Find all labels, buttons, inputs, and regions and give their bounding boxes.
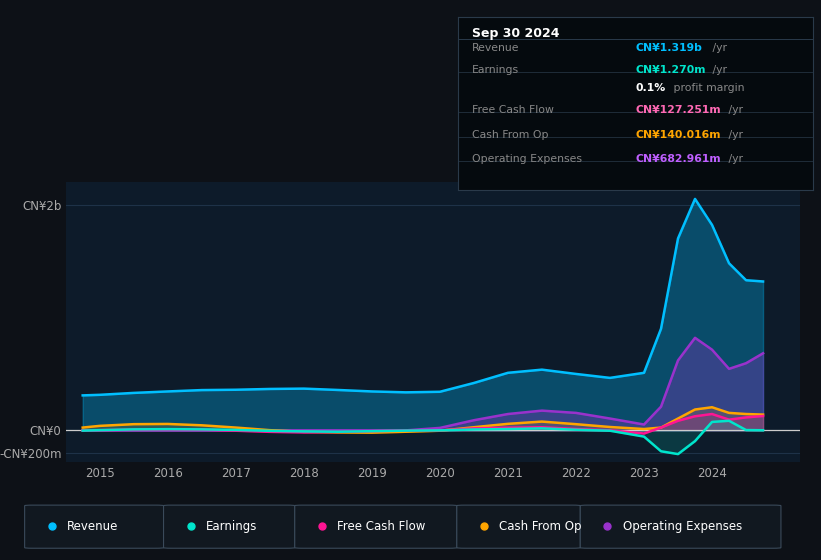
Text: /yr: /yr [725,105,743,115]
Text: CN¥682.961m: CN¥682.961m [635,154,721,164]
Text: /yr: /yr [725,154,743,164]
Text: CN¥1.319b: CN¥1.319b [635,43,702,53]
Text: Revenue: Revenue [67,520,118,533]
Text: CN¥127.251m: CN¥127.251m [635,105,721,115]
Text: Operating Expenses: Operating Expenses [623,520,742,533]
Text: Free Cash Flow: Free Cash Flow [337,520,425,533]
Text: Cash From Op: Cash From Op [472,130,548,139]
FancyBboxPatch shape [25,505,163,548]
Text: 0.1%: 0.1% [635,83,666,93]
Text: Sep 30 2024: Sep 30 2024 [472,27,560,40]
Text: Revenue: Revenue [472,43,520,53]
Text: Operating Expenses: Operating Expenses [472,154,582,164]
Text: CN¥1.270m: CN¥1.270m [635,66,706,76]
Text: Earnings: Earnings [206,520,257,533]
Text: Free Cash Flow: Free Cash Flow [472,105,554,115]
Text: Cash From Op: Cash From Op [499,520,582,533]
Text: profit margin: profit margin [670,83,745,93]
FancyBboxPatch shape [580,505,781,548]
FancyBboxPatch shape [295,505,456,548]
Text: /yr: /yr [725,130,743,139]
FancyBboxPatch shape [163,505,295,548]
Text: CN¥140.016m: CN¥140.016m [635,130,721,139]
FancyBboxPatch shape [456,505,580,548]
Text: /yr: /yr [709,43,727,53]
Text: Earnings: Earnings [472,66,520,76]
Text: /yr: /yr [709,66,727,76]
